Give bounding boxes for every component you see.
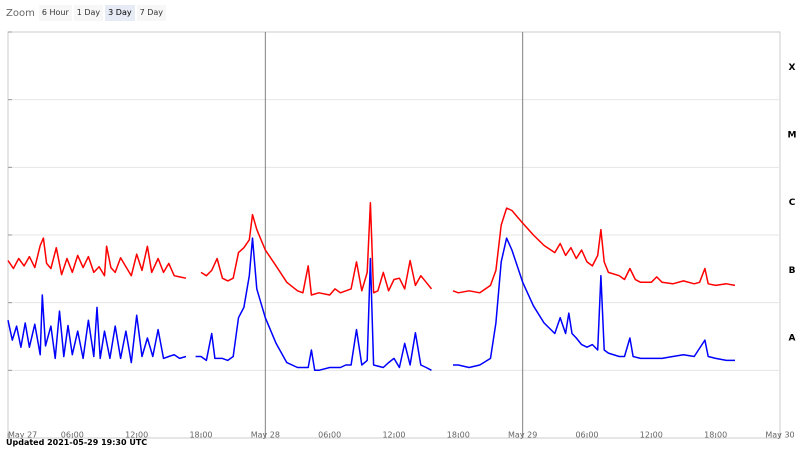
x-tick-label: May 27 xyxy=(8,431,37,440)
upper-series-line xyxy=(452,207,736,294)
x-tick-label: 12:00 xyxy=(125,431,148,440)
x-tick-label: 18:00 xyxy=(704,431,727,440)
lower-series-line xyxy=(453,237,735,369)
x-tick-label: 06:00 xyxy=(61,431,84,440)
y-class-label-a: A xyxy=(789,334,796,344)
zoom-3-day-button[interactable]: 3 Day xyxy=(105,5,135,21)
x-tick-label: 12:00 xyxy=(382,431,405,440)
updated-timestamp: Updated 2021-05-29 19:30 UTC xyxy=(6,438,148,447)
y-class-label-m: M xyxy=(788,131,797,141)
x-tick-label: 06:00 xyxy=(318,431,341,440)
y-class-label-x: X xyxy=(789,63,796,73)
zoom-6-hour-button[interactable]: 6 Hour xyxy=(38,5,72,21)
upper-series-line xyxy=(200,201,433,296)
zoom-label: Zoom xyxy=(6,7,35,19)
zoom-1-day-button[interactable]: 1 Day xyxy=(73,5,104,21)
x-tick-label: May 30 xyxy=(765,431,794,440)
lower-series-line xyxy=(7,294,187,364)
y-class-label-b: B xyxy=(789,266,796,276)
x-tick-label: 18:00 xyxy=(189,431,212,440)
x-tick-label: 18:00 xyxy=(447,431,470,440)
lower-series-line xyxy=(195,237,432,372)
x-tick-label: 06:00 xyxy=(575,431,598,440)
x-tick-label: 12:00 xyxy=(640,431,663,440)
upper-series-line xyxy=(7,237,187,279)
y-class-label-c: C xyxy=(789,198,796,208)
zoom-7-day-button[interactable]: 7 Day xyxy=(136,5,167,21)
zoom-bar: Zoom 6 Hour 1 Day 3 Day 7 Day xyxy=(6,4,168,22)
